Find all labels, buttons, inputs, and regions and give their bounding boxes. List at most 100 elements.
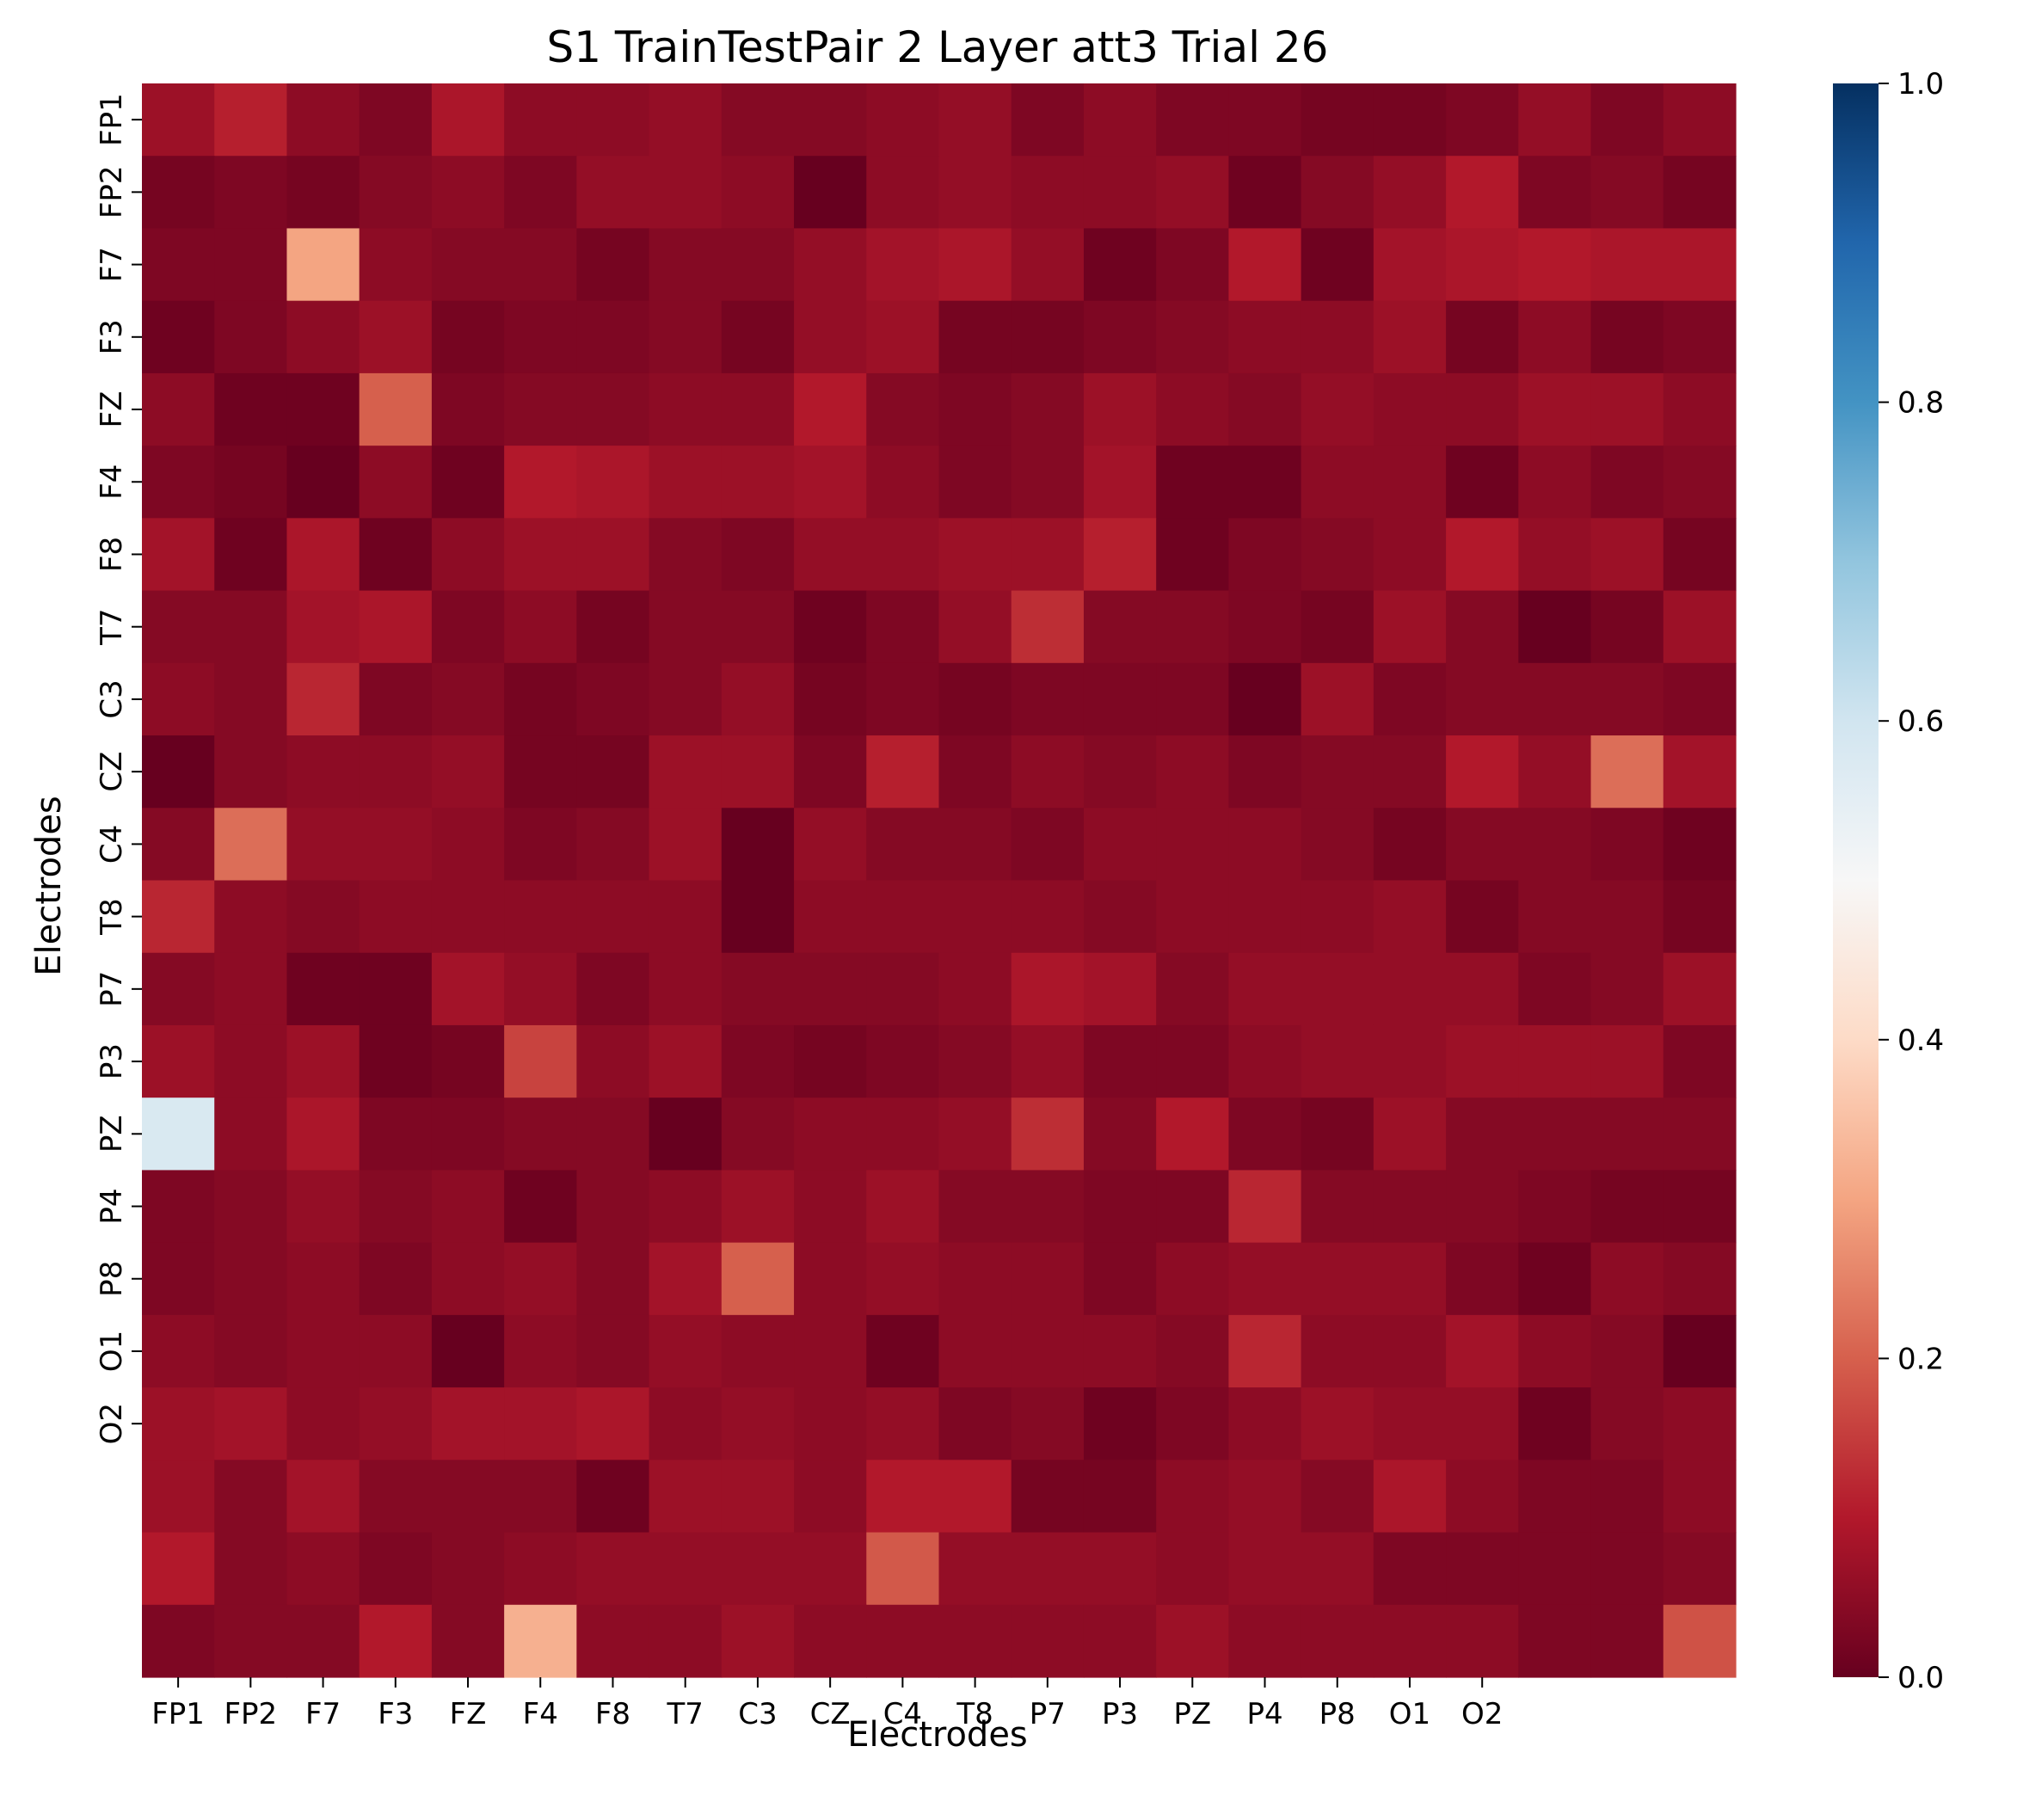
heatmap-cell <box>504 880 577 954</box>
heatmap-cell <box>721 156 795 230</box>
heatmap-cell <box>1301 880 1374 954</box>
heatmap-cell <box>1301 83 1374 157</box>
colorbar-tick-label: 0.2 <box>1897 1342 1944 1376</box>
heatmap-cell <box>866 1024 940 1098</box>
heatmap-cell <box>866 83 940 157</box>
heatmap-cell <box>1228 518 1302 592</box>
heatmap-cell <box>1373 300 1447 374</box>
heatmap-cell <box>1156 1314 1230 1388</box>
y-tick-label: C4 <box>95 825 129 864</box>
heatmap-cell <box>866 156 940 230</box>
heatmap-cell <box>214 156 288 230</box>
heatmap-cell <box>1011 518 1085 592</box>
heatmap-cell <box>794 372 867 446</box>
heatmap-cell <box>1518 1604 1592 1678</box>
heatmap-cell <box>721 880 795 954</box>
heatmap-cell <box>359 518 433 592</box>
heatmap-cell <box>721 518 795 592</box>
heatmap-cell <box>1011 1242 1085 1316</box>
heatmap-cell <box>1663 1242 1737 1316</box>
heatmap-cell <box>1663 228 1737 302</box>
heatmap-cell <box>938 1460 1012 1534</box>
heatmap-cell <box>1373 1460 1447 1534</box>
heatmap-cell <box>1518 1387 1592 1460</box>
heatmap-cell <box>1663 1024 1737 1098</box>
heatmap-cell <box>431 880 505 954</box>
heatmap-cell <box>1663 662 1737 736</box>
heatmap-cell <box>649 446 723 519</box>
heatmap-cell <box>142 518 215 592</box>
heatmap-cell <box>866 1314 940 1388</box>
heatmap-cell <box>649 1170 723 1244</box>
heatmap-cell <box>1373 1170 1447 1244</box>
heatmap-cell <box>576 518 650 592</box>
heatmap-cell <box>359 1024 433 1098</box>
heatmap-cell <box>938 880 1012 954</box>
heatmap-cell <box>1156 372 1230 446</box>
heatmap-cell <box>1228 83 1302 157</box>
heatmap-cell <box>1518 518 1592 592</box>
y-axis-ticks: FP1 FP2 F7 F3 FZ F4 F8 T7 C3 CZ C4 T8 P7 P3 PZ P4 P8 O1 O2 <box>95 93 142 1444</box>
x-tick-label: O2 <box>1461 1697 1503 1731</box>
heatmap-cell <box>1083 1604 1157 1678</box>
heatmap-cell <box>214 1098 288 1171</box>
y-tick-label: P4 <box>95 1188 129 1224</box>
heatmap-cell <box>504 156 577 230</box>
heatmap-cell <box>1518 662 1592 736</box>
heatmap-cell <box>286 228 360 302</box>
colorbar-ticks: 0.0 0.2 0.4 0.6 0.8 1.0 <box>1879 67 1944 1695</box>
heatmap-cell <box>1011 1460 1085 1534</box>
heatmap-cell <box>649 735 723 809</box>
colorbar-tick-label: 0.0 <box>1897 1661 1944 1695</box>
heatmap-cell <box>1156 1024 1230 1098</box>
heatmap-cell <box>1518 1242 1592 1316</box>
heatmap-cell <box>1446 1170 1519 1244</box>
heatmap-cell <box>1590 880 1664 954</box>
heatmap-cell <box>504 1242 577 1316</box>
heatmap-cell <box>649 590 723 664</box>
heatmap-cell <box>431 156 505 230</box>
heatmap-cell <box>431 83 505 157</box>
heatmap-cell <box>721 1098 795 1171</box>
heatmap-cell <box>1156 1242 1230 1316</box>
heatmap-cell <box>1301 1098 1374 1171</box>
heatmap-cell <box>938 156 1012 230</box>
heatmap-cell <box>1301 446 1374 519</box>
heatmap-cell <box>1446 1024 1519 1098</box>
heatmap-cell <box>649 83 723 157</box>
heatmap-cell <box>1446 1604 1519 1678</box>
heatmap-cell <box>214 1170 288 1244</box>
heatmap-cell <box>1301 1532 1374 1606</box>
heatmap-cell <box>142 952 215 1026</box>
heatmap-cell <box>576 1314 650 1388</box>
y-tick-label: F8 <box>95 537 129 572</box>
heatmap-cell <box>1156 590 1230 664</box>
heatmap-cell <box>359 1532 433 1606</box>
heatmap-cell <box>1301 1604 1374 1678</box>
heatmap-cell <box>142 1314 215 1388</box>
heatmap-cell <box>938 1170 1012 1244</box>
heatmap-cell <box>359 1387 433 1460</box>
heatmap-cell <box>504 1314 577 1388</box>
heatmap-cell <box>1083 880 1157 954</box>
heatmap-cell <box>649 1387 723 1460</box>
heatmap-cell <box>1446 662 1519 736</box>
heatmap-cell <box>576 662 650 736</box>
heatmap-cell <box>576 1460 650 1534</box>
heatmap-cell <box>214 590 288 664</box>
heatmap-cell <box>1518 1532 1592 1606</box>
y-tick-label: FP1 <box>95 93 129 146</box>
heatmap-cell <box>576 228 650 302</box>
heatmap-cell <box>1590 228 1664 302</box>
heatmap-cell <box>1446 1314 1519 1388</box>
heatmap-cell <box>1228 1170 1302 1244</box>
heatmap-cell <box>286 1170 360 1244</box>
heatmap-cell <box>359 808 433 882</box>
heatmap-cell <box>866 880 940 954</box>
heatmap-cell <box>1011 1314 1085 1388</box>
heatmap-cell <box>938 518 1012 592</box>
heatmap-cell <box>431 952 505 1026</box>
heatmap-cell <box>576 372 650 446</box>
heatmap-cell <box>431 1532 505 1606</box>
